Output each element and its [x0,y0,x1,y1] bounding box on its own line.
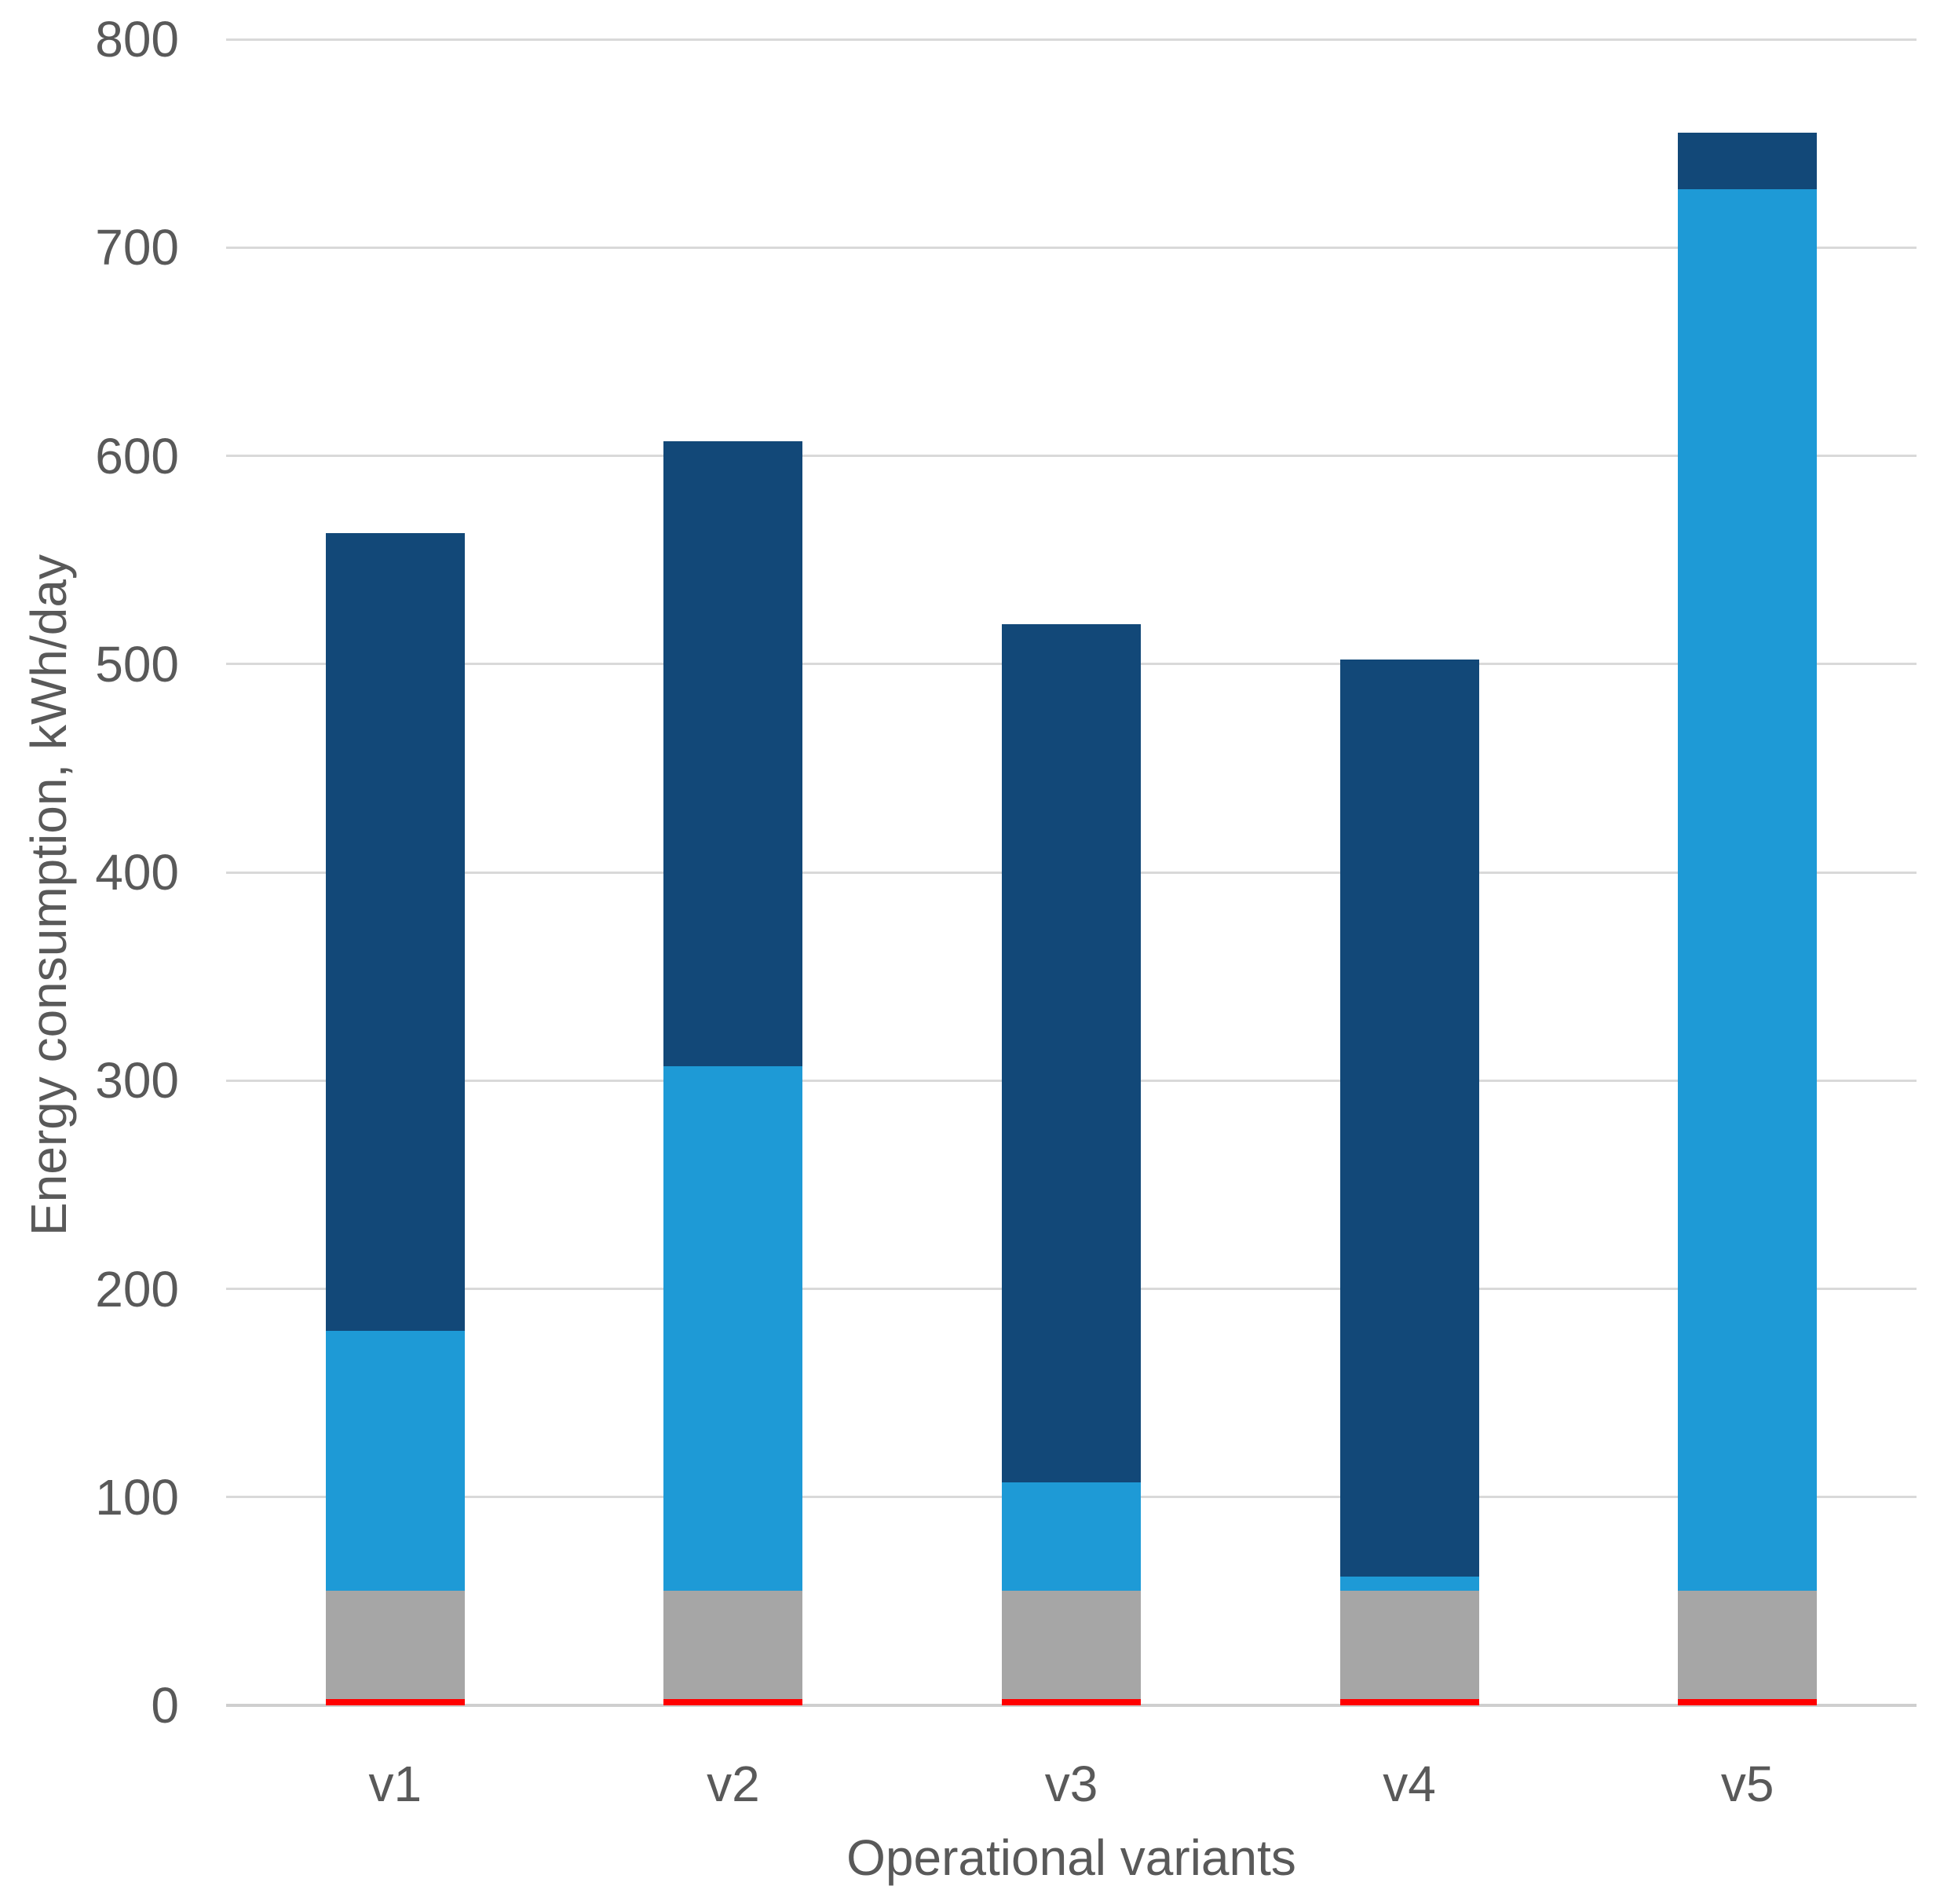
bar-segment-dark-blue [1339,660,1479,1577]
bar-segment-light-blue [663,1065,803,1592]
gridline [226,455,1917,457]
category-label: v1 [368,1756,422,1812]
bar-segment-dark-blue [663,440,803,1066]
y-tick-label: 100 [95,1468,179,1526]
y-tick-label: 700 [95,219,179,276]
gridline [226,246,1917,249]
y-axis-tick-labels: 800 700 600 500 400 300 200 100 0 [0,14,188,1730]
bar-segment-light-blue [325,1330,465,1592]
category-label: v4 [1383,1756,1436,1812]
bar-segment-gray [1002,1591,1141,1700]
y-tick-label: 800 [95,11,179,68]
category-label: v3 [1044,1756,1098,1812]
bar-segment-gray [1678,1591,1818,1700]
bar-segment-red [1678,1699,1818,1705]
gridline [226,38,1917,41]
x-axis-title: Operational variants [846,1829,1296,1886]
bar-segment-gray [1339,1591,1479,1700]
y-tick-label: 200 [95,1260,179,1317]
x-axis-category-labels: v1 v2 v3 v4 v5 [226,1749,1917,1819]
bar-segment-gray [325,1591,465,1700]
bar-segment-light-blue [1002,1482,1141,1592]
bar-segment-red [1339,1699,1479,1705]
category-label: v2 [707,1756,760,1812]
bar-segment-red [1002,1699,1141,1705]
y-tick-label: 300 [95,1052,179,1109]
bar-segment-red [663,1699,803,1705]
category-label: v5 [1720,1756,1774,1812]
plot-area [226,38,1917,1707]
bar-segment-dark-blue [1678,133,1818,189]
y-tick-label: 600 [95,427,179,484]
bar-segment-light-blue [1339,1576,1479,1592]
bar-segment-light-blue [1678,189,1818,1592]
y-tick-label: 400 [95,844,179,901]
y-tick-label: 0 [151,1677,179,1734]
bar-segment-gray [663,1591,803,1700]
bar-segment-red [325,1699,465,1705]
bar-segment-dark-blue [1002,624,1141,1483]
bar-segment-dark-blue [325,532,465,1331]
y-tick-label: 500 [95,635,179,693]
